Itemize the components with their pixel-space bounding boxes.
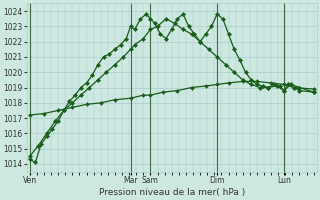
X-axis label: Pression niveau de la mer( hPa ): Pression niveau de la mer( hPa ): [99, 188, 245, 197]
